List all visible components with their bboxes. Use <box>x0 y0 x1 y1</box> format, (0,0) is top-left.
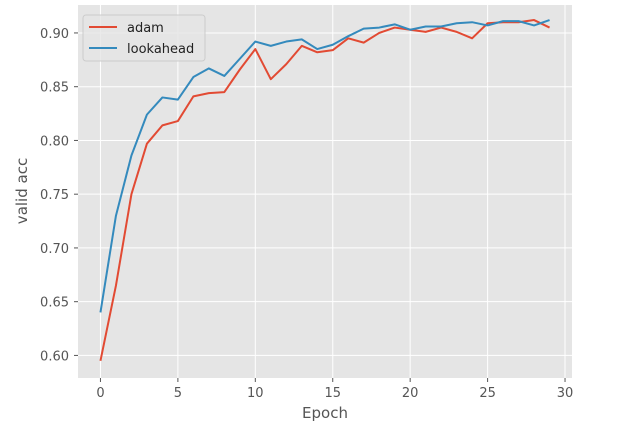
grid-lines <box>78 5 572 378</box>
x-tick-label: 10 <box>247 386 264 401</box>
y-tick-label: 0.75 <box>40 188 69 203</box>
x-tick-label: 0 <box>96 386 104 401</box>
y-tick-label: 0.65 <box>40 296 69 311</box>
x-axis-label: Epoch <box>302 404 348 422</box>
axis-ticks: 0 5 10 15 20 25 30 0.60 0.65 0.70 0.75 0.80 0.85 0.90 <box>40 27 573 401</box>
x-tick-label: 25 <box>479 386 496 401</box>
x-tick-label: 20 <box>402 386 419 401</box>
y-axis-label: valid acc <box>13 158 31 224</box>
y-tick-label: 0.80 <box>40 134 69 149</box>
y-tick-label: 0.85 <box>40 81 69 96</box>
legend: adam lookahead <box>82 14 206 62</box>
plot-background <box>78 5 572 378</box>
x-tick-label: 5 <box>174 386 182 401</box>
legend-label-lookahead: lookahead <box>127 42 194 57</box>
y-tick-label: 0.90 <box>40 27 69 42</box>
series-line-adam <box>99 19 550 362</box>
legend-label-adam: adam <box>127 21 164 36</box>
y-tick-label: 0.70 <box>40 242 69 257</box>
x-tick-label: 30 <box>557 386 574 401</box>
series-line-lookahead <box>99 19 550 313</box>
series-lines <box>99 19 550 362</box>
y-tick-label: 0.60 <box>40 349 69 364</box>
x-tick-label: 15 <box>324 386 341 401</box>
